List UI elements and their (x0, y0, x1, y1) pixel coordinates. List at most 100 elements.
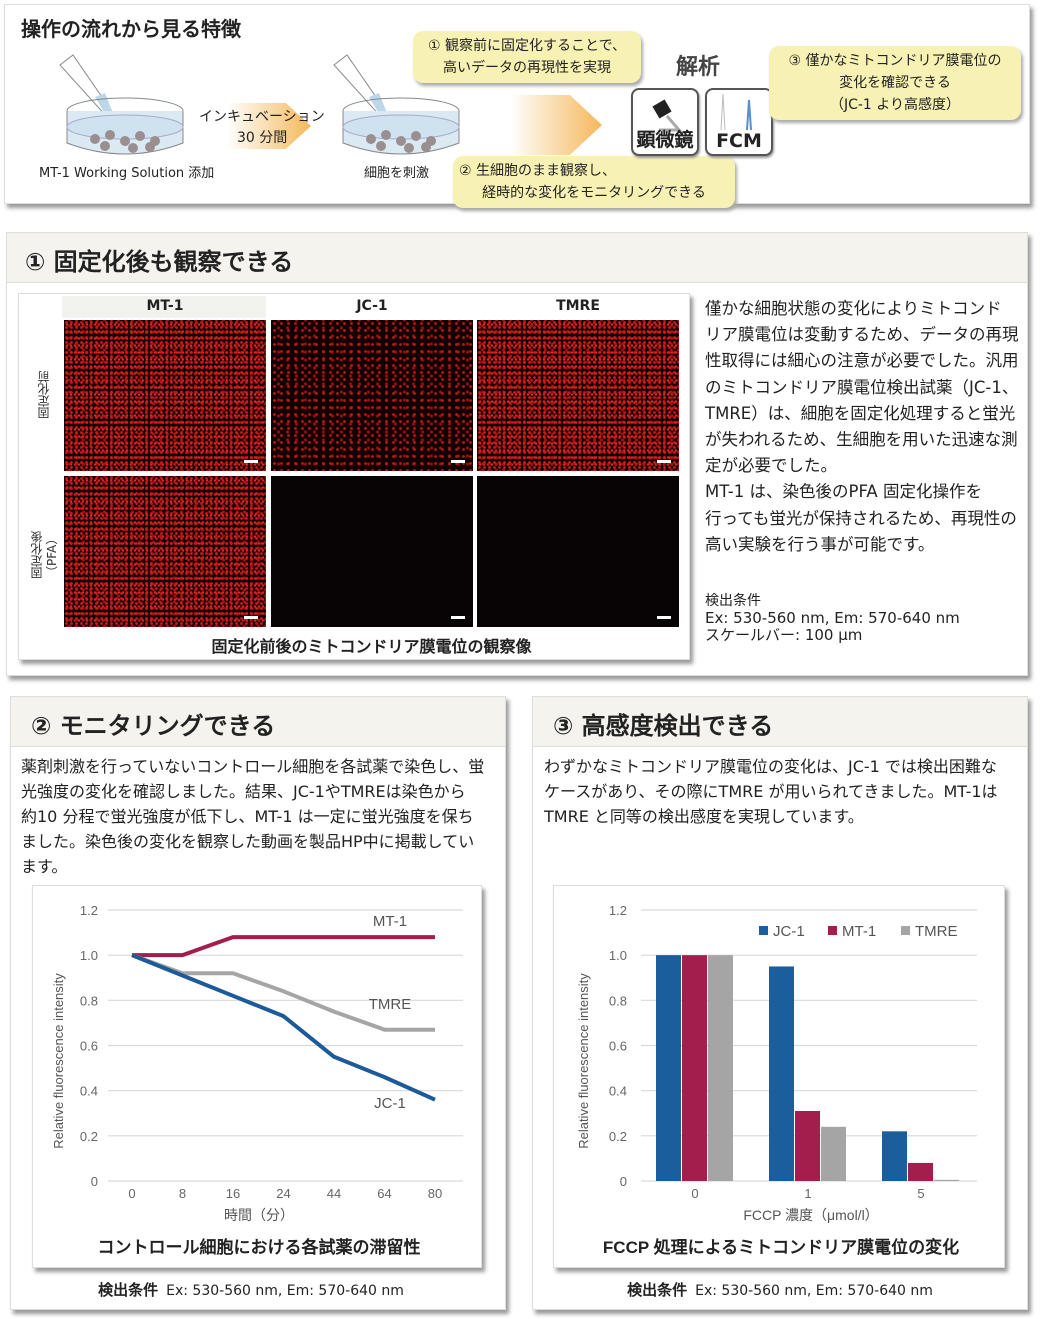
y-axis-label: Relative fluorescence intensity (51, 973, 66, 1149)
callout-fixation-line2: 高いデータの再現性を実現 (443, 60, 611, 76)
legend-label: JC-1 (773, 923, 805, 940)
x-tick-label: 44 (327, 1186, 341, 1201)
section-sensitivity-text: わずかなミトコンドリア膜電位の変化は、JC-1 では検出困難な ケースがあり、そ… (544, 754, 998, 829)
fccp-bar-chart: 0 0.2 0.4 0.6 0.8 1.0 1.2 0 1 5 JC-1 MT-1 TMRE Relat… (553, 885, 1005, 1268)
scale-bar (244, 460, 258, 463)
legend-label: TMRE (915, 923, 958, 940)
y-tick-label: 0 (91, 1174, 98, 1189)
micrograph-caption: 固定化前後のミトコンドリア膜電位の観察像 (211, 637, 532, 656)
bar-mt-1 (908, 1162, 933, 1181)
workflow-title: 操作の流れから見る特徴 (21, 17, 241, 41)
microscope-box: 顕微鏡 (631, 88, 699, 156)
series-line-jc-1 (131, 953, 436, 1102)
stimulated-dish-icon (333, 54, 460, 155)
column-header-jc1: JC-1 (356, 298, 388, 314)
callout-fixation-line1: ① 観察前に固定化することで、 (427, 38, 627, 54)
scale-bar (657, 460, 671, 463)
micrograph-jc1-after (271, 476, 473, 627)
bar-mt-1 (682, 955, 707, 1181)
section-monitoring-title: ② モニタリングできる (31, 712, 276, 740)
conditions-label: 検出条件 (627, 1281, 688, 1299)
scale-bar (244, 616, 258, 619)
text-line: 高い実験を行う事が可能です。 (705, 534, 935, 554)
bar-tmre (708, 955, 733, 1181)
section-monitoring-text: 薬剤刺激を行っていないコントロール細胞を各試薬で染色し、蛍 光強度の変化を確認し… (21, 754, 484, 879)
scale-bar (451, 616, 465, 619)
bar-tmre (821, 1126, 846, 1181)
legend-swatch (759, 926, 768, 935)
workflow-panel: 操作の流れから見る特徴 MT-1 Working Solution 添加 インキ… (4, 4, 1030, 208)
step1-label: MT-1 Working Solution 添加 (39, 166, 215, 181)
callout-monitoring-line2: 経時的な変化をモニタリングできる (482, 185, 706, 201)
microscope-label: 顕微鏡 (636, 129, 694, 151)
text-line: ケースがあり、その際にTMRE が用いられてきました。MT-1は (544, 782, 998, 801)
x-tick-label: 24 (276, 1186, 290, 1201)
incubation-label: インキュベーション (199, 109, 325, 125)
column-header-mt1: MT-1 (146, 298, 184, 314)
legend-swatch (901, 926, 910, 935)
y-tick-label: 0.6 (80, 1039, 98, 1054)
column-header-bg (62, 296, 266, 318)
monitoring-conditions: 検出条件 Ex: 530-560 nm, Em: 570-640 nm (0, 1279, 502, 1300)
incubation-time: 30 分間 (237, 130, 288, 146)
text-line: 約10 分程で蛍光強度が低下し、MT-1 は一定に蛍光強度を保ち (21, 807, 474, 826)
micrograph-tmre-before (477, 320, 679, 471)
callout-sensitivity-line3: （JC-1 より高感度） (829, 97, 961, 113)
conditions-wavelength: Ex: 530-560 nm, Em: 570-640 nm (705, 609, 960, 627)
text-line: 行っても蛍光が保持されるため、再現性の (705, 508, 1017, 528)
callout-sensitivity-line2: 変化を確認できる (839, 75, 951, 91)
retention-line-chart: 0 0.2 0.4 0.6 0.8 1.0 1.2 0 8 16 24 44 64 80 MT-1 TMRE J… (32, 885, 482, 1268)
legend-swatch (828, 926, 837, 935)
section-sensitivity-header (533, 697, 1027, 747)
y-axis-label: Relative fluorescence intensity (576, 973, 591, 1149)
micrograph-jc1-before (271, 320, 473, 471)
conditions-label: 検出条件 (705, 593, 761, 609)
bar-jc-1 (656, 955, 681, 1181)
section-fixation-text: 僅かな細胞状態の変化によりミトコンド リア膜電位は変動するため、データの再現 性… (705, 296, 1019, 558)
x-tick-label: 16 (226, 1186, 240, 1201)
chart-title: FCCP 処理によるミトコンドリア膜電位の変化 (603, 1237, 959, 1257)
text-line: が失われるため、生細胞を用いた迅速な測 (705, 430, 1018, 450)
series-line-mt-1 (132, 935, 435, 958)
text-line: 光強度の変化を確認しました。結果、JC-1やTMREは染色から (21, 782, 466, 801)
series-label: TMRE (369, 996, 412, 1013)
text-line: ます。 (21, 857, 68, 876)
y-tick-label: 0.6 (609, 1039, 627, 1054)
y-tick-label: 0.4 (609, 1084, 627, 1099)
y-tick-label: 0 (620, 1174, 627, 1189)
x-axis-label: 時間（分） (224, 1207, 294, 1223)
line-chart-svg: 0 0.2 0.4 0.6 0.8 1.0 1.2 0 8 16 24 44 64 80 MT-1 TMRE J… (51, 903, 463, 1257)
text-line: ました。染色後の変化を観察した動画を製品HP中に掲載してい (21, 832, 475, 851)
micrograph-mt1-after (64, 476, 266, 627)
text-line: 薬剤刺激を行っていないコントロール細胞を各試薬で染色し、蛍 (21, 757, 485, 776)
text-line: 性取得には細心の注意が必要でした。汎用 (705, 351, 1019, 371)
bar-mt-1 (795, 1110, 820, 1181)
series-label: MT-1 (373, 913, 407, 930)
micrograph-tmre-after (477, 476, 679, 627)
text-line: リア膜電位は変動するため、データの再現 (705, 325, 1019, 345)
y-tick-label: 0.4 (80, 1084, 98, 1099)
callout-monitoring-line1: ② 生細胞のまま観察し、 (459, 163, 617, 179)
row-label-before-fixation: 固定化前 (37, 371, 51, 419)
callout-fixation: ① 観察前に固定化することで、 高いデータの再現性を実現 (413, 31, 641, 83)
text-line: TMRE）は、細胞を固定化処理すると蛍光 (705, 403, 1016, 423)
y-tick-label: 1.0 (609, 948, 627, 963)
conditions-value: Ex: 530-560 nm, Em: 570-640 nm (695, 1283, 933, 1299)
analysis-arrow-icon (510, 95, 602, 155)
x-tick-label: 8 (179, 1186, 186, 1201)
text-line: TMRE と同等の検出感度を実現しています。 (544, 807, 864, 826)
scale-bar (657, 616, 671, 619)
scale-bar (451, 460, 465, 463)
callout-sensitivity: ③ 僅かなミトコンドリア膜電位の 変化を確認できる （JC-1 より高感度） (769, 46, 1021, 120)
callout-sensitivity-line1: ③ 僅かなミトコンドリア膜電位の (788, 53, 1002, 69)
section-monitoring-header (11, 697, 505, 747)
legend-label: MT-1 (842, 923, 876, 940)
x-tick-label: 0 (128, 1186, 135, 1201)
x-tick-label: 1 (804, 1186, 811, 1201)
bar-tmre (934, 1179, 959, 1181)
chart-title: コントロール細胞における各試薬の滞留性 (98, 1237, 421, 1257)
fcm-label: FCM (716, 130, 762, 152)
y-tick-label: 1.2 (609, 903, 627, 918)
fcm-histogram-icon (720, 93, 752, 131)
bar-jc-1 (769, 966, 794, 1181)
